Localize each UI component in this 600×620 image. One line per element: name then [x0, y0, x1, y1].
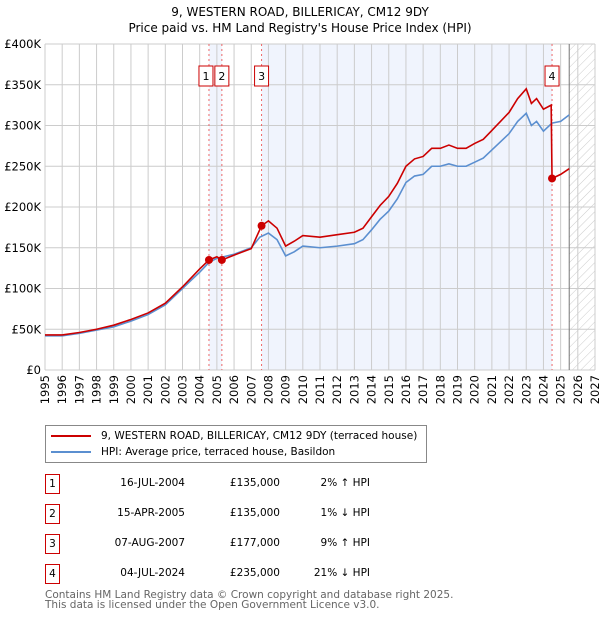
row-date: 16-JUL-2004 — [120, 477, 185, 489]
legend-label-hpi: HPI: Average price, terraced house, Basi… — [101, 446, 336, 458]
table-row: 2 15-APR-2005 £135,000 1% ↓ HPI — [45, 504, 445, 524]
x-tick-label: 2004 — [193, 375, 207, 404]
x-tick-label: 2012 — [330, 375, 344, 404]
hpi-series-line — [45, 111, 570, 337]
footer: Contains HM Land Registry data © Crown c… — [45, 589, 454, 611]
row-price: £135,000 — [229, 477, 280, 489]
x-tick-label: 2005 — [210, 375, 224, 404]
footer-copyright: Contains HM Land Registry data © Crown c… — [45, 589, 454, 601]
footer-licence: This data is licensed under the Open Gov… — [45, 599, 380, 611]
chart-legend: 9, WESTERN ROAD, BILLERICAY, CM12 9DY (t… — [45, 425, 427, 463]
x-tick-label: 1998 — [90, 375, 104, 404]
legend-item-property: 9, WESTERN ROAD, BILLERICAY, CM12 9DY (t… — [46, 428, 417, 444]
row-price: £177,000 — [229, 537, 280, 549]
legend-swatch-property — [51, 435, 91, 437]
sale-label-number: 2 — [218, 70, 225, 83]
table-row: 3 07-AUG-2007 £177,000 9% ↑ HPI — [45, 534, 445, 554]
x-tick-label: 2009 — [279, 375, 293, 404]
x-tick-label: 2020 — [468, 375, 482, 404]
sale-point — [204, 255, 213, 264]
x-tick-label: 2027 — [588, 375, 600, 404]
x-tick-label: 2003 — [176, 375, 190, 404]
x-tick-label: 2015 — [382, 375, 396, 404]
x-tick-label: 2013 — [347, 375, 361, 404]
y-tick-label: £200K — [4, 200, 41, 214]
y-tick-label: £300K — [4, 119, 41, 133]
x-tick-label: 2010 — [296, 375, 310, 404]
row-number: 1 — [45, 474, 60, 494]
chart-subtitle: Price paid vs. HM Land Registry's House … — [128, 21, 471, 35]
property-series-line — [45, 87, 570, 336]
row-date: 15-APR-2005 — [117, 507, 185, 519]
x-tick-label: 2019 — [451, 375, 465, 404]
sale-label-box — [198, 65, 214, 87]
y-tick-label: £400K — [4, 37, 41, 51]
x-tick-label: 1995 — [38, 375, 52, 404]
x-tick-label: 2018 — [433, 375, 447, 404]
x-tick-label: 2016 — [399, 375, 413, 404]
x-tick-label: 2011 — [313, 375, 327, 404]
table-row: 1 16-JUL-2004 £135,000 2% ↑ HPI — [45, 474, 445, 494]
x-tick-label: 1999 — [107, 375, 121, 404]
x-tick-label: 2026 — [571, 375, 585, 404]
x-tick-label: 2008 — [261, 375, 275, 404]
x-tick-label: 2006 — [227, 375, 241, 404]
y-tick-label: £50K — [12, 322, 42, 336]
row-date: 04-JUL-2024 — [120, 567, 185, 579]
y-tick-label: £350K — [4, 78, 41, 92]
x-tick-label: 2024 — [536, 375, 550, 404]
row-price: £235,000 — [229, 567, 280, 579]
x-tick-label: 2017 — [416, 375, 430, 404]
x-tick-label: 2025 — [554, 375, 568, 404]
sale-label-box — [214, 65, 230, 87]
x-tick-label: 1996 — [55, 375, 69, 404]
chart-title: 9, WESTERN ROAD, BILLERICAY, CM12 9DY — [171, 5, 429, 19]
x-tick-label: 2014 — [365, 375, 379, 404]
row-hpi-diff: 2% ↑ HPI — [320, 477, 370, 489]
sale-label-number: 3 — [258, 70, 265, 83]
row-hpi-diff: 9% ↑ HPI — [320, 537, 370, 549]
price-chart: 9, WESTERN ROAD, BILLERICAY, CM12 9DY Pri… — [4, 5, 600, 404]
table-row: 4 04-JUL-2024 £235,000 21% ↓ HPI — [45, 564, 445, 584]
x-tick-label: 2022 — [502, 375, 516, 404]
x-tick-label: 1997 — [72, 375, 86, 404]
x-tick-label: 2000 — [124, 375, 138, 404]
row-number: 2 — [45, 504, 60, 524]
y-tick-label: £0 — [26, 363, 41, 377]
x-tick-label: 2001 — [141, 375, 155, 404]
row-hpi-diff: 21% ↓ HPI — [313, 567, 370, 579]
sale-label-box — [254, 65, 270, 87]
x-tick-label: 2002 — [158, 375, 172, 404]
x-tick-label: 2007 — [244, 375, 258, 404]
y-tick-label: £250K — [4, 159, 41, 173]
sale-point — [548, 174, 557, 183]
legend-item-hpi: HPI: Average price, terraced house, Basi… — [46, 444, 335, 460]
sale-point — [257, 221, 266, 230]
y-tick-label: £100K — [4, 282, 41, 296]
y-tick-label: £150K — [4, 241, 41, 255]
x-tick-label: 2023 — [519, 375, 533, 404]
sale-label-number: 1 — [202, 70, 209, 83]
x-tick-label: 2021 — [485, 375, 499, 404]
row-hpi-diff: 1% ↓ HPI — [320, 507, 370, 519]
legend-label-property: 9, WESTERN ROAD, BILLERICAY, CM12 9DY (t… — [101, 430, 418, 442]
row-number: 3 — [45, 534, 60, 554]
row-date: 07-AUG-2007 — [114, 537, 185, 549]
sale-point — [217, 255, 226, 264]
row-price: £135,000 — [229, 507, 280, 519]
sale-label-number: 4 — [549, 70, 556, 83]
row-number: 4 — [45, 564, 60, 584]
legend-swatch-hpi — [51, 451, 91, 453]
sale-label-box — [544, 65, 560, 87]
